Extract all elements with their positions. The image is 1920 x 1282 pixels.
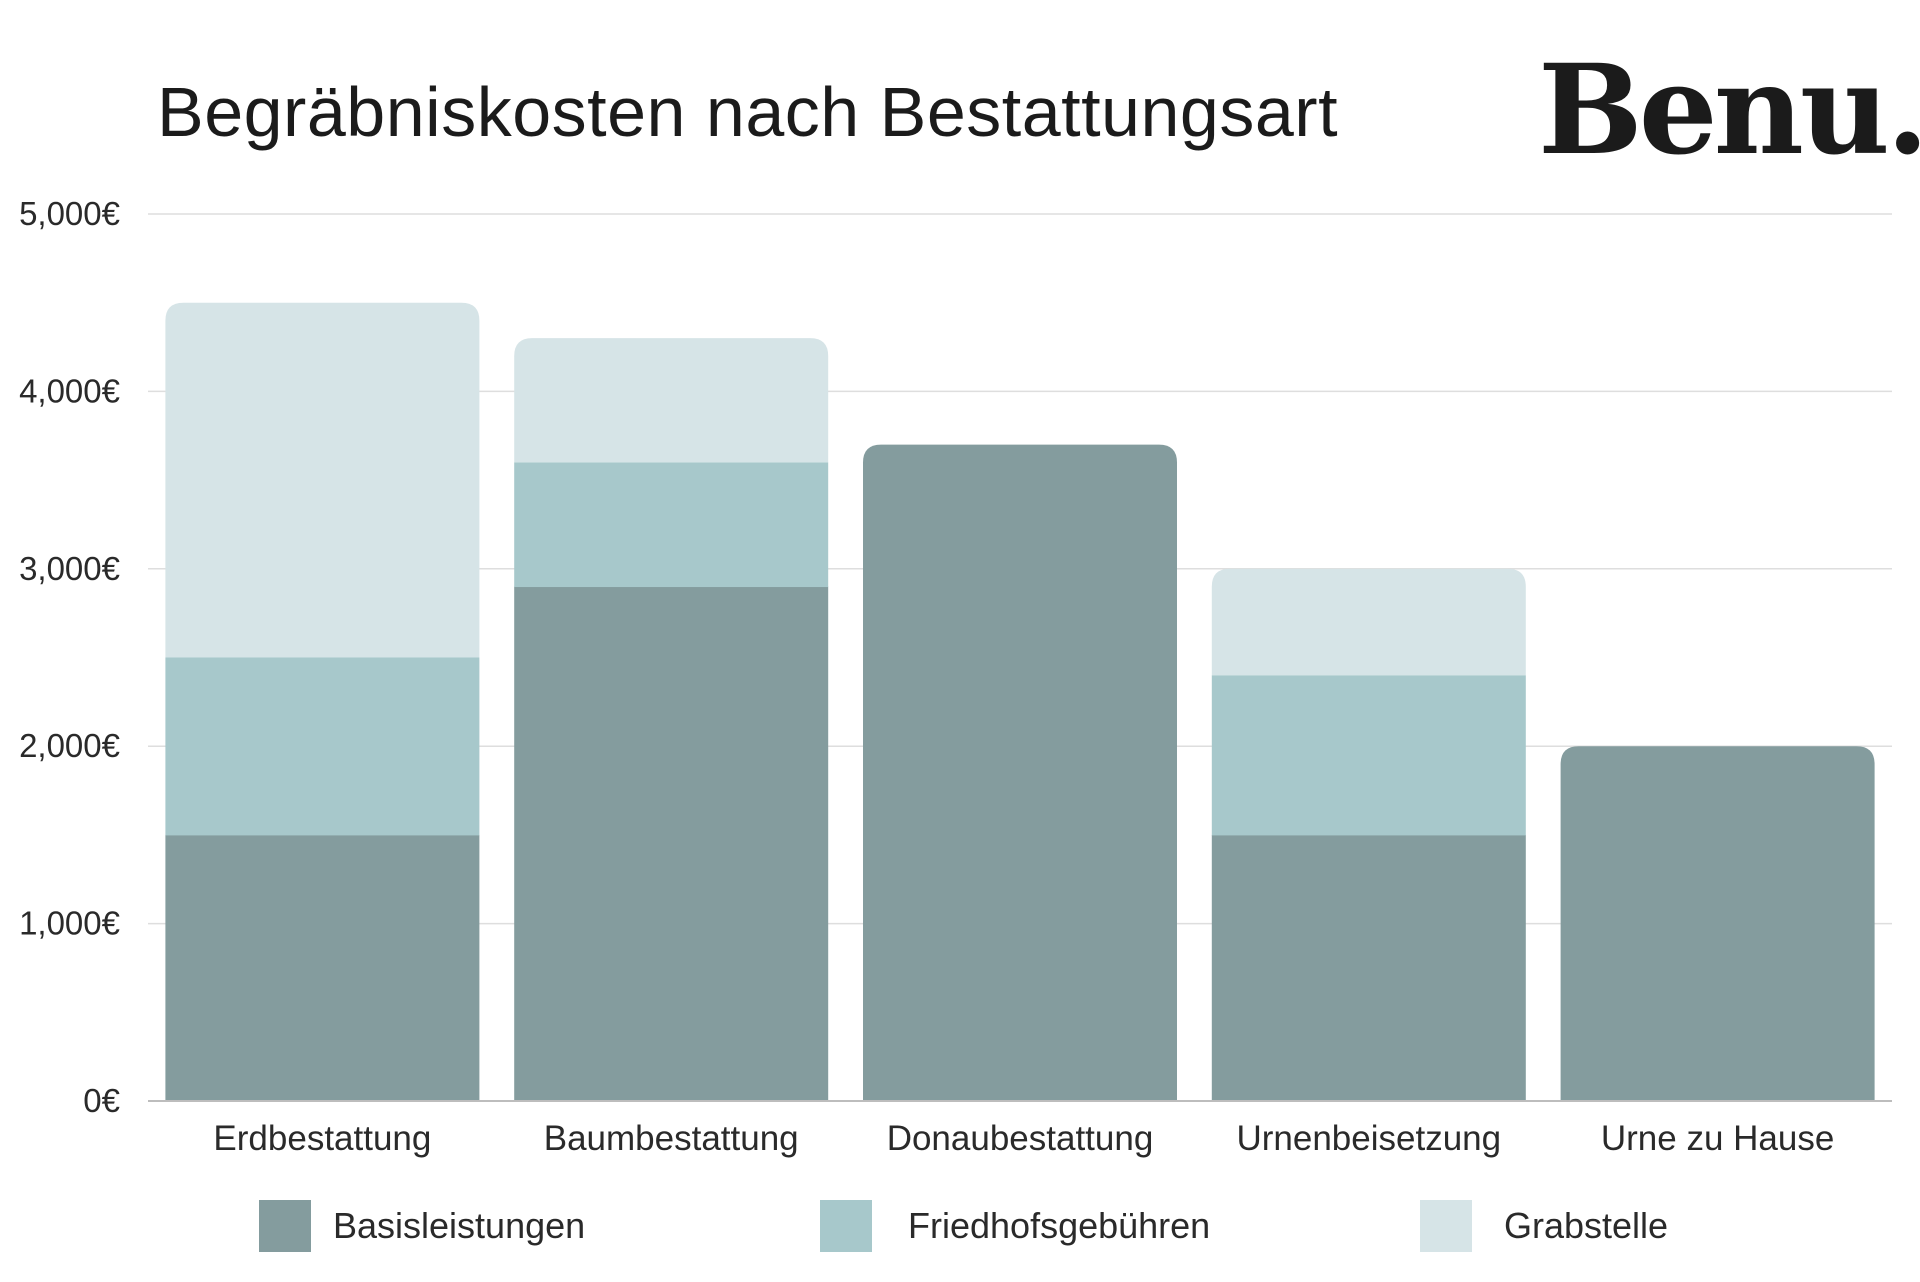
bar-erdbestattung-friedhofsgebuehren <box>165 657 480 836</box>
y-tick-label: 4,000€ <box>19 372 120 409</box>
legend-label-basisleistungen: Basisleistungen <box>333 1205 585 1246</box>
y-tick-label: 3,000€ <box>19 550 120 587</box>
labels-layer: 0€ 1,000€ 2,000€ 3,000€ 4,000€ 5,000€ Erdbesta… <box>19 195 1834 1158</box>
bar-donaubestattung-basisleistungen <box>863 444 1177 1101</box>
legend-label-grabstelle: Grabstelle <box>1504 1205 1668 1246</box>
bar-urne-zu-hause-basisleistungen <box>1560 746 1875 1101</box>
bar-baumbestattung-friedhofsgebuehren <box>514 462 829 588</box>
x-tick-label-urne-zu-hause: Urne zu Hause <box>1601 1119 1834 1158</box>
legend-swatch-friedhofsgebuehren <box>820 1200 872 1252</box>
x-tick-label-baumbestattung: Baumbestattung <box>544 1119 799 1158</box>
bar-baumbestattung-grabstelle <box>514 338 829 463</box>
bar-urnenbeisetzung-friedhofsgebuehren <box>1211 675 1526 836</box>
bars-layer <box>165 302 1875 1102</box>
y-tick-label: 0€ <box>83 1082 120 1119</box>
bar-erdbestattung-grabstelle <box>165 302 480 658</box>
legend-label-friedhofsgebuehren: Friedhofsgebühren <box>908 1205 1210 1246</box>
brand-logo: Benu. <box>1538 38 1920 183</box>
y-tick-label: 5,000€ <box>19 195 120 232</box>
legend-layer: Basisleistungen Friedhofsgebühren Grabstel… <box>259 1200 1668 1252</box>
bar-erdbestattung-basisleistungen <box>165 834 480 1102</box>
y-tick-label: 1,000€ <box>19 905 120 942</box>
legend-swatch-grabstelle <box>1420 1200 1472 1252</box>
legend-swatch-basisleistungen <box>259 1200 311 1252</box>
y-tick-label: 2,000€ <box>19 727 120 764</box>
x-tick-label-urnenbeisetzung: Urnenbeisetzung <box>1236 1119 1501 1158</box>
bar-urnenbeisetzung-basisleistungen <box>1211 834 1526 1102</box>
chart-title: Begräbniskosten nach Bestattungsart <box>157 73 1339 151</box>
bar-urnenbeisetzung-grabstelle <box>1211 568 1526 676</box>
x-tick-label-donaubestattung: Donaubestattung <box>887 1119 1154 1158</box>
bar-baumbestattung-basisleistungen <box>514 586 829 1102</box>
x-tick-label-erdbestattung: Erdbestattung <box>213 1119 431 1158</box>
